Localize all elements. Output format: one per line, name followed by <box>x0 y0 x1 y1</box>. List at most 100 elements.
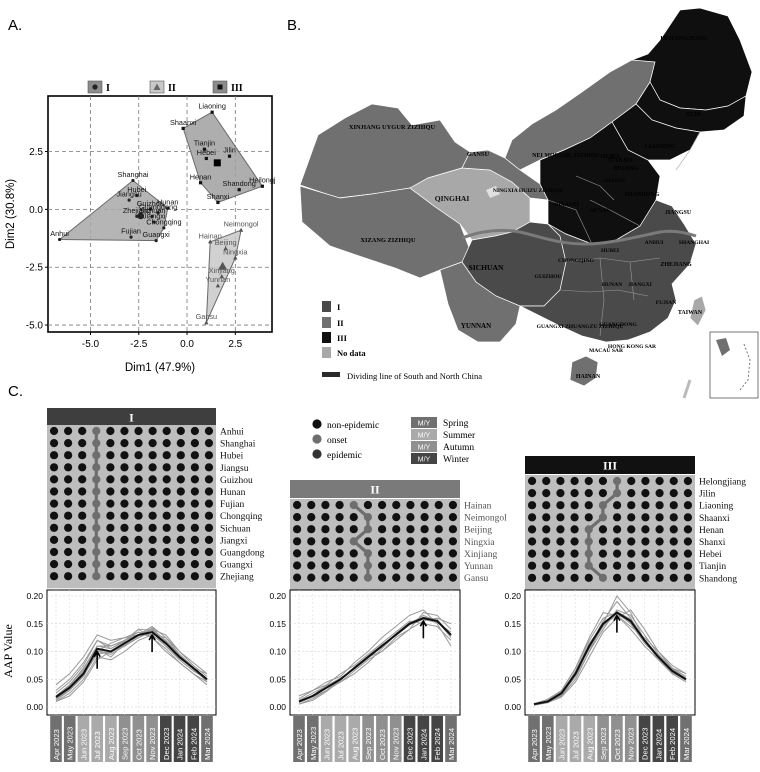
status-dot <box>204 572 214 581</box>
status-dot <box>49 523 59 532</box>
onset-dot <box>363 573 373 582</box>
status-dot <box>335 573 344 582</box>
status-legend-label: onset <box>327 436 347 446</box>
month-box <box>118 716 131 762</box>
status-legend-label: non-epidemic <box>327 421 379 431</box>
status-dot <box>134 475 143 484</box>
status-dot <box>627 537 636 546</box>
status-dot <box>190 511 199 520</box>
status-dot <box>542 561 551 570</box>
status-dot <box>120 560 129 569</box>
status-dot <box>542 513 551 522</box>
map-region-label: HUNAN <box>602 282 623 288</box>
onset-dot <box>92 511 101 520</box>
month-label: Apr 2023 <box>52 729 61 760</box>
status-dot <box>556 549 565 558</box>
status-dot <box>683 561 693 570</box>
status-dot <box>148 475 157 484</box>
month-label: Jan 2024 <box>419 729 428 760</box>
y-tick-label: 2.5 <box>29 147 43 158</box>
status-dot <box>406 500 415 510</box>
map-region-label: SHANXI <box>603 178 625 184</box>
status-dot <box>64 560 73 569</box>
status-dot <box>627 561 636 570</box>
month-label: Feb 2024 <box>189 728 198 760</box>
x-tick-label: 0.0 <box>180 339 194 350</box>
map-region-label: SHAANXI <box>553 202 579 208</box>
status-dot <box>148 523 157 532</box>
province-label: Xinjiang <box>464 550 497 560</box>
status-dot <box>190 499 199 508</box>
y-tick-label: -2.5 <box>26 263 44 274</box>
status-grid <box>47 425 216 589</box>
status-dot <box>106 547 115 557</box>
status-dot <box>148 439 157 448</box>
status-dot <box>176 475 185 484</box>
month-box <box>320 716 333 762</box>
map-legend-line-key <box>322 372 340 377</box>
status-dot <box>683 525 693 534</box>
status-dot <box>134 572 143 581</box>
province-label: Fujian <box>220 500 245 510</box>
status-dot <box>683 573 693 582</box>
status-dot <box>377 537 387 546</box>
status-dot <box>190 572 199 581</box>
map-region-label: GANSU <box>467 151 490 158</box>
status-dot <box>176 487 185 496</box>
map-region-label: HEBEI <box>600 154 620 160</box>
month-label: Mar 2024 <box>447 728 456 760</box>
status-dot <box>434 525 443 534</box>
status-dot <box>134 535 143 545</box>
province-boundary <box>675 131 701 171</box>
status-dot <box>584 513 593 522</box>
status-dot <box>64 426 73 436</box>
point-label: Liaoning <box>198 102 226 111</box>
status-dot <box>556 525 565 534</box>
status-dot <box>64 547 73 557</box>
status-dot <box>176 499 185 508</box>
status-dot <box>420 537 429 546</box>
status-dot <box>392 537 401 546</box>
status-dot <box>335 561 344 570</box>
y-tick-label: 0.05 <box>26 674 43 684</box>
month-label: Jul 2023 <box>93 731 102 760</box>
status-dot <box>176 572 185 581</box>
data-point <box>198 181 203 185</box>
data-point <box>150 214 154 218</box>
status-dot <box>363 537 373 546</box>
series-line <box>55 631 208 691</box>
lake <box>486 186 500 198</box>
peak-arrow <box>419 619 428 639</box>
status-dot <box>204 451 214 460</box>
month-label: Jul 2023 <box>571 731 580 760</box>
status-dot <box>307 537 316 546</box>
month-label: Oct 2023 <box>613 729 622 760</box>
province-label: Shaanxi <box>699 514 730 524</box>
month-label: Aug 2023 <box>585 727 594 760</box>
status-dot <box>669 489 678 498</box>
status-dot <box>556 573 565 582</box>
status-dot <box>190 560 199 569</box>
status-dot <box>669 573 678 582</box>
status-dot <box>335 525 344 534</box>
season-legend-label: Spring <box>443 419 469 429</box>
onset-dot <box>363 561 373 570</box>
status-dot <box>542 525 551 534</box>
status-dot <box>406 573 415 582</box>
point-label: Zhejiang <box>123 206 151 215</box>
season-legend-label: Winter <box>443 455 470 465</box>
status-dot <box>392 561 401 570</box>
status-dot <box>641 561 650 570</box>
status-dot <box>641 501 650 510</box>
status-dot <box>570 573 579 582</box>
panel-b: B. XINJIANG UYGUR ZIZHIQU XIZANG ZIZHIQU QI… <box>287 7 759 399</box>
month-label: Apr 2023 <box>295 729 304 760</box>
onset-dot <box>584 561 593 570</box>
status-dot <box>669 561 678 570</box>
cluster-title-bar <box>290 480 460 498</box>
status-dot <box>392 525 401 534</box>
onset-dot <box>598 513 608 522</box>
status-dot <box>584 476 593 486</box>
month-box <box>105 716 117 762</box>
cluster-title: I <box>129 411 134 425</box>
